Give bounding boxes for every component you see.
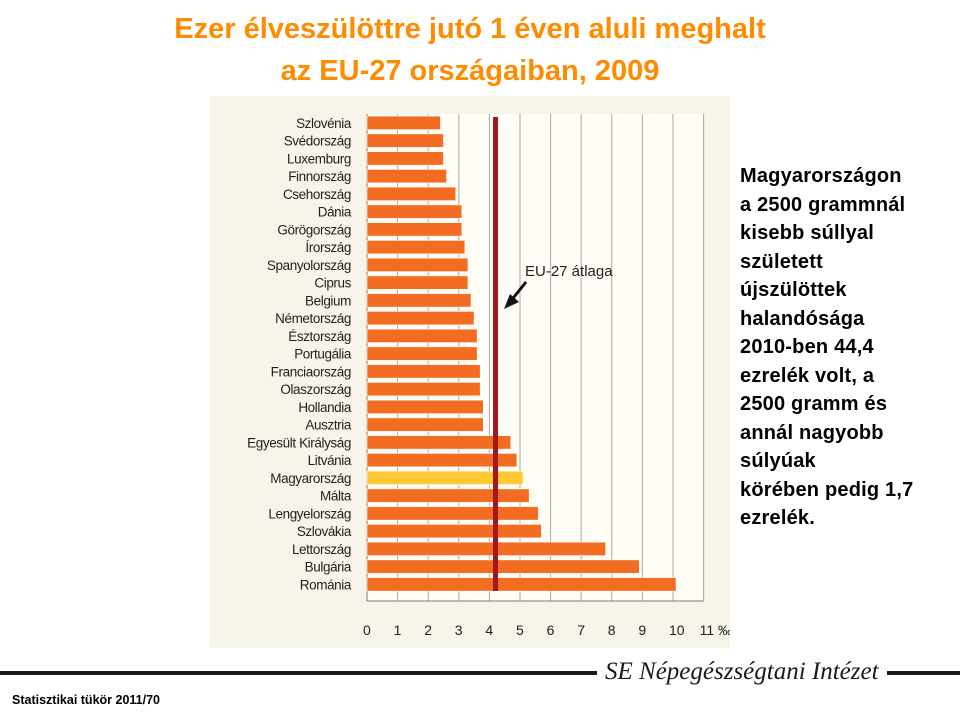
bar xyxy=(366,257,469,272)
x-tick-label: 4 xyxy=(485,622,493,638)
chart-panel: Szlovénia Svédország Luxemburg Finnország Cs… xyxy=(210,96,730,648)
bar xyxy=(366,524,542,539)
bar xyxy=(366,328,478,343)
x-tick-label: 8 xyxy=(608,622,616,638)
bar xyxy=(366,275,469,290)
category-label: Ausztria xyxy=(305,418,351,433)
x-tick-label: 2 xyxy=(424,622,432,638)
bar xyxy=(366,541,606,556)
category-label: Ciprus xyxy=(314,276,351,291)
bar xyxy=(366,186,457,201)
bar xyxy=(366,222,463,237)
bar xyxy=(366,293,472,308)
side-note-text: Magyarországon a 2500 grammnál kisebb sú… xyxy=(740,165,914,529)
x-tick-label: 3 xyxy=(455,622,463,638)
category-label: Litvánia xyxy=(308,453,352,468)
category-label: Spanyolország xyxy=(267,258,351,273)
x-tick-label: 9 xyxy=(638,622,646,638)
category-label: Svédország xyxy=(284,134,351,149)
category-label: Lengyelország xyxy=(268,506,351,521)
chart-title-line2: az EU-27 országaiban, 2009 xyxy=(280,55,660,87)
bar xyxy=(366,417,484,432)
eu-average-arrow-head xyxy=(504,294,519,309)
category-label: Portugália xyxy=(294,347,352,362)
category-label: Románia xyxy=(300,577,352,592)
bar xyxy=(366,435,512,450)
footer-source: Statisztikai tükör 2011/70 xyxy=(12,693,160,707)
footer-divider xyxy=(0,671,960,675)
category-label: Szlovénia xyxy=(296,116,352,131)
bar xyxy=(366,169,447,184)
chart-title-line1: Ezer élveszülöttre jutó 1 éven aluli meg… xyxy=(174,13,766,45)
category-label: Franciaország xyxy=(271,364,351,379)
category-label: Csehország xyxy=(283,187,351,202)
bar-highlight xyxy=(366,470,524,485)
category-label: Görögország xyxy=(277,222,351,237)
category-label: Dánia xyxy=(318,205,352,220)
x-tick-label: 10 xyxy=(669,622,685,638)
category-label: Magyarország xyxy=(270,471,351,486)
x-tick-label: 6 xyxy=(547,622,555,638)
bar xyxy=(366,506,539,521)
bar xyxy=(366,577,677,592)
category-label: Luxemburg xyxy=(287,151,351,166)
bar xyxy=(366,204,463,219)
category-label: Olaszország xyxy=(280,382,351,397)
category-label: Szlovákia xyxy=(297,524,352,539)
x-tick-label: 11 ‰ xyxy=(700,622,730,638)
bar xyxy=(366,346,478,361)
bar xyxy=(366,151,444,166)
category-label: Lettország xyxy=(292,542,351,557)
category-label: Hollandia xyxy=(298,400,352,415)
category-label: Finnország xyxy=(288,169,351,184)
bar xyxy=(366,115,441,130)
x-tick-label: 5 xyxy=(516,622,524,638)
bar xyxy=(366,240,466,255)
category-label: Írország xyxy=(305,240,351,255)
bar xyxy=(366,364,481,379)
bar xyxy=(366,453,518,468)
bar xyxy=(366,559,640,574)
bar xyxy=(366,488,530,503)
bar xyxy=(366,311,475,326)
category-label: Málta xyxy=(320,489,352,504)
category-label: Észtország xyxy=(288,329,351,344)
bar xyxy=(366,382,481,397)
category-label: Bulgária xyxy=(305,560,352,575)
footer-institute: SE Népegészségtani Intézet xyxy=(597,656,887,688)
category-label: Egyesült Királyság xyxy=(247,435,351,450)
eu-average-label: EU-27 átlaga xyxy=(525,263,613,280)
x-tick-label: 0 xyxy=(363,622,371,638)
x-tick-label: 7 xyxy=(577,622,585,638)
x-tick-label: 1 xyxy=(394,622,402,638)
category-label: Belgium xyxy=(305,293,351,308)
bar xyxy=(366,133,444,148)
bar xyxy=(366,399,484,414)
bar-chart: Szlovénia Svédország Luxemburg Finnország Cs… xyxy=(247,114,730,638)
category-label: Németország xyxy=(275,311,351,326)
